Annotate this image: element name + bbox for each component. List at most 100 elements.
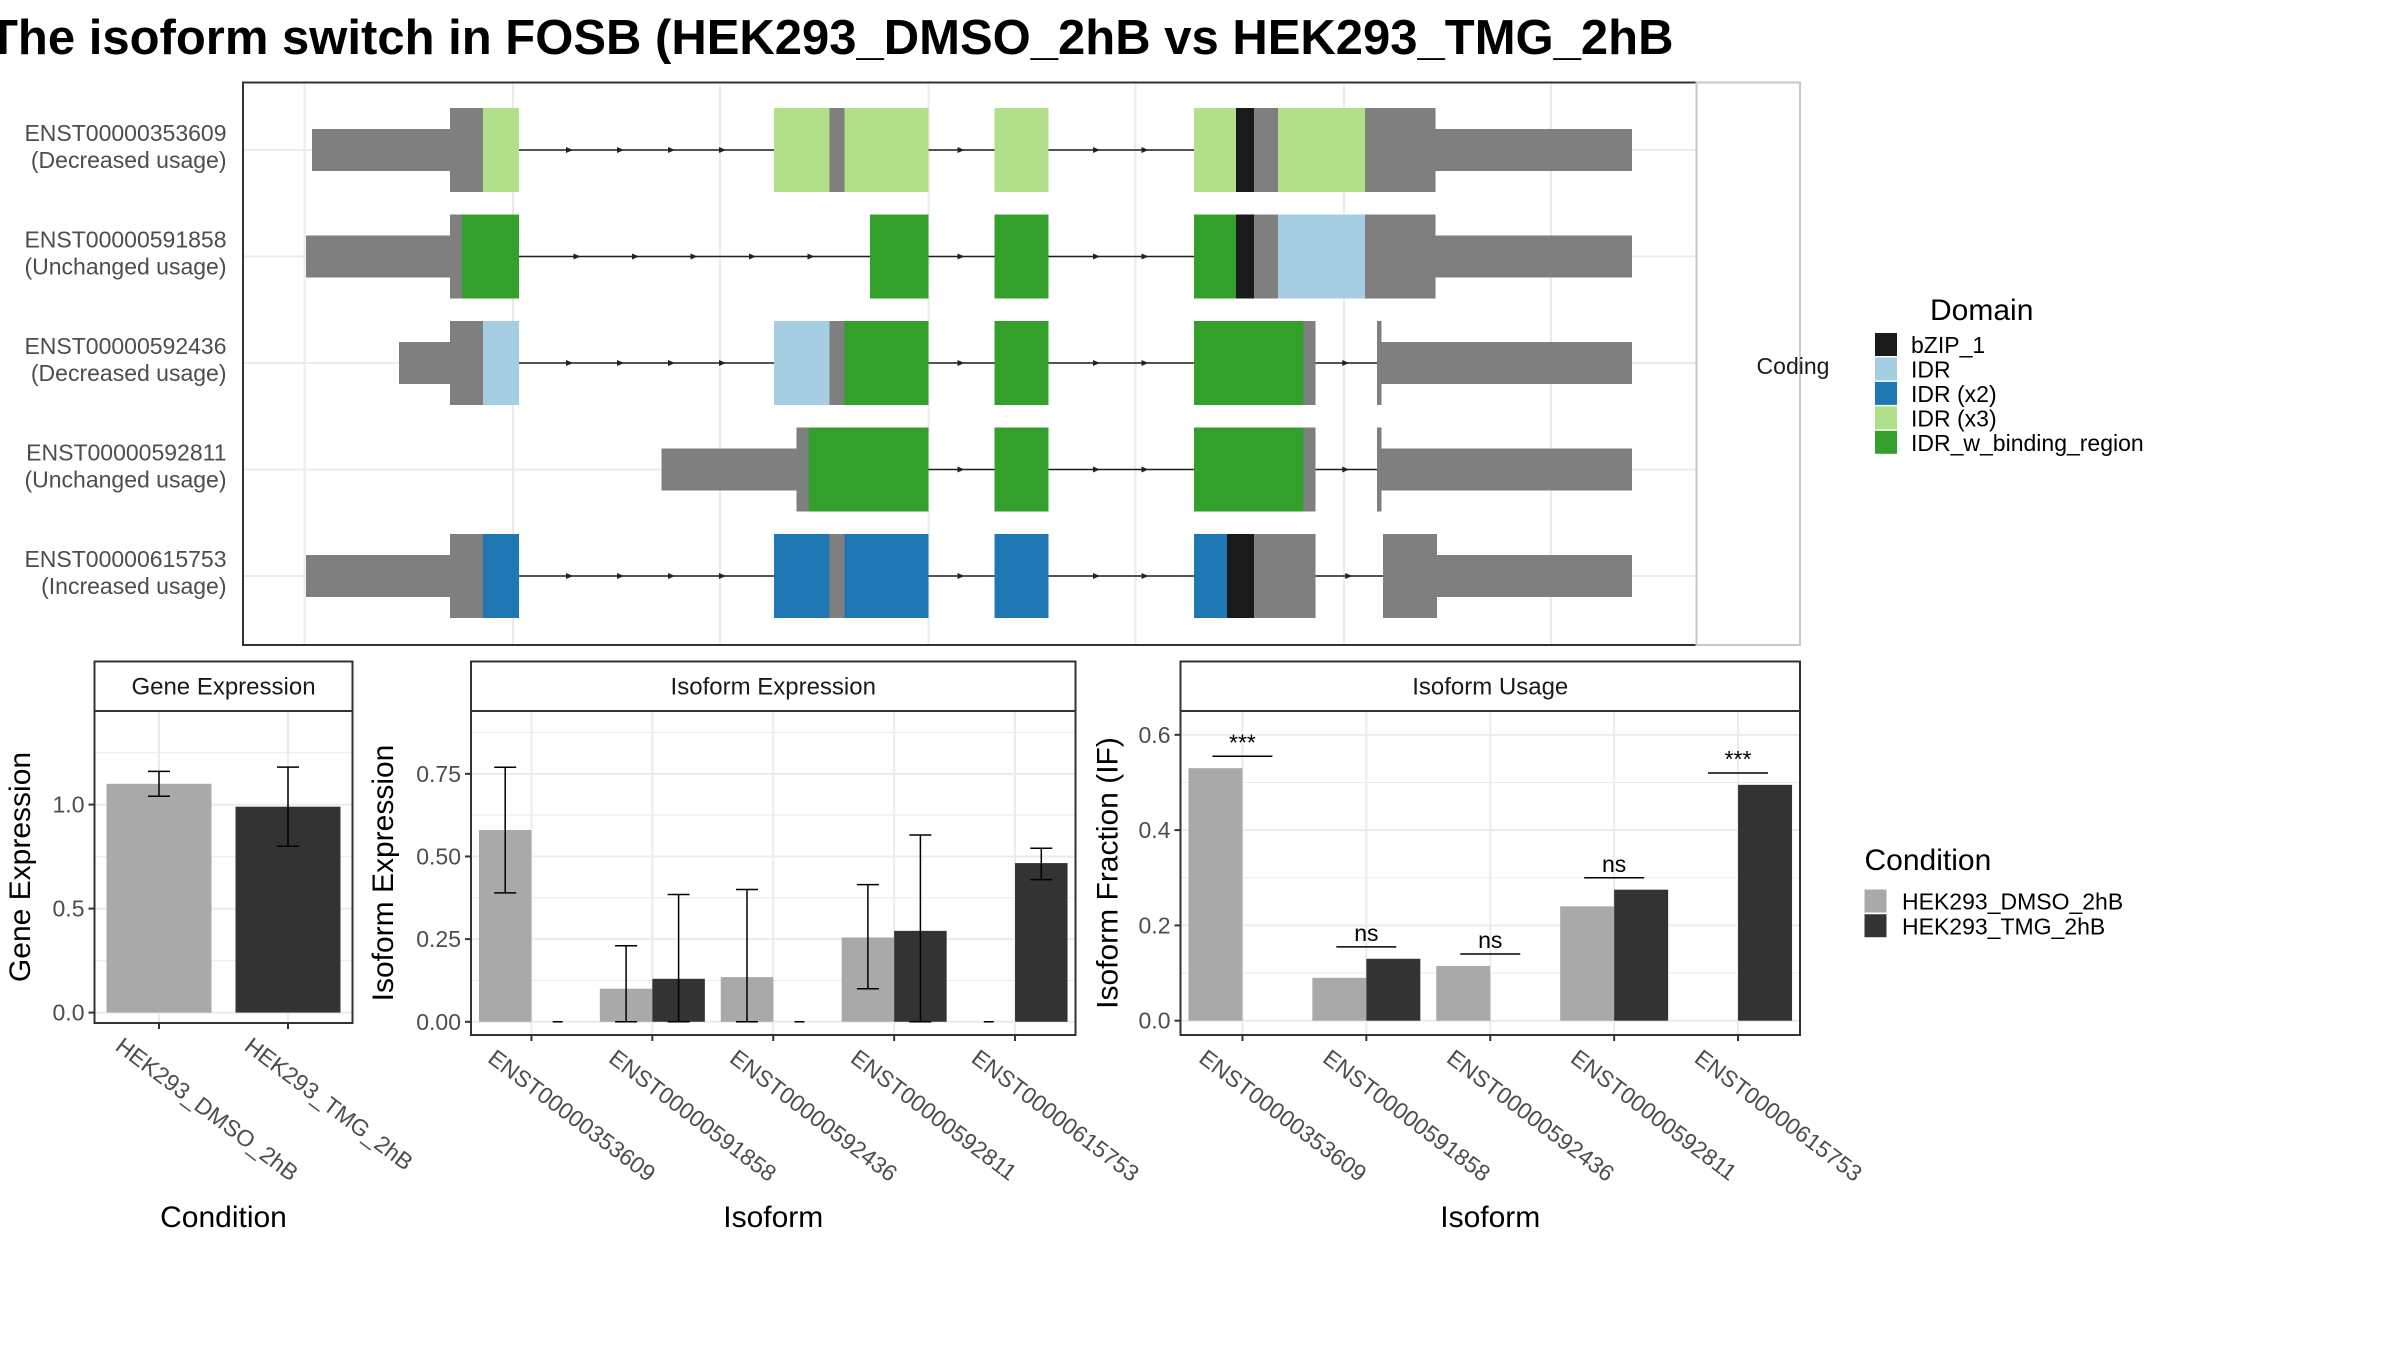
- utr-exon-segment: [1381, 342, 1632, 384]
- domain-legend-label: bZIP_1: [1911, 332, 1985, 358]
- domain-segment: [1278, 108, 1365, 192]
- transcript-id-label: ENST00000615753: [24, 546, 226, 572]
- coding-exon-segment: [829, 534, 845, 618]
- bar: [106, 783, 212, 1013]
- significance-label: ***: [1725, 746, 1752, 772]
- intron-direction-arrow: [1342, 466, 1350, 473]
- domain-segment: [1278, 214, 1365, 299]
- domain-segment: [774, 108, 830, 192]
- intron-direction-arrow: [1093, 253, 1100, 260]
- significance-label: ns: [1478, 927, 1502, 953]
- intron-direction-arrow: [617, 360, 624, 366]
- isoform-usage-panel: Isoform Usage***ns nsns***0.00.20.40.6ENS…: [1092, 660, 1867, 1234]
- coding-exon-segment: [796, 427, 809, 512]
- domain-segment: [1227, 534, 1254, 618]
- condition-legend-key: [1864, 914, 1887, 938]
- domain-segment: [844, 108, 929, 192]
- domain-legend-label: IDR_w_binding_region: [1911, 430, 2144, 456]
- condition-legend-label: HEK293_DMSO_2hB: [1902, 889, 2123, 915]
- x-axis-title: Condition: [160, 1201, 287, 1234]
- domain-legend-key: [1875, 406, 1897, 430]
- transcript-id-label: ENST00000353609: [24, 120, 226, 146]
- significance-label: ns: [1602, 851, 1626, 877]
- utr-exon-segment: [399, 342, 450, 384]
- transcript-usage-label: (Unchanged usage): [24, 467, 226, 493]
- utr-exon-segment: [1437, 555, 1632, 597]
- panel-strip-title: Isoform Expression: [671, 673, 876, 700]
- condition-legend-label: HEK293_TMG_2hB: [1902, 913, 2105, 939]
- coding-exon-segment: [450, 108, 483, 192]
- y-axis-title: Gene Expression: [4, 752, 37, 982]
- intron-direction-arrow: [1093, 573, 1100, 579]
- domain-segment: [1194, 427, 1304, 512]
- bar: [1366, 958, 1421, 1021]
- intron-direction-arrow: [719, 360, 726, 366]
- figure-title: The isoform switch in FOSB (HEK293_DMSO_…: [0, 11, 1673, 65]
- domain-legend-label: IDR (x2): [1911, 381, 1997, 407]
- condition-legend-title: Condition: [1865, 844, 1992, 877]
- domain-segment: [1194, 214, 1236, 299]
- y-tick-label: 0.0: [1139, 1008, 1171, 1034]
- intron-direction-arrow: [668, 573, 675, 579]
- bar: [1614, 889, 1669, 1021]
- transcript-usage-label: (Decreased usage): [31, 360, 227, 386]
- domain-legend-label: IDR: [1911, 356, 1951, 382]
- panel-strip-title: Isoform Usage: [1412, 673, 1568, 700]
- bar: [1436, 965, 1491, 1021]
- intron-direction-arrow: [807, 253, 815, 260]
- domain-segment: [808, 427, 929, 512]
- coding-exon-segment: [450, 214, 462, 299]
- bar: [1312, 977, 1367, 1021]
- domain-segment: [774, 534, 830, 618]
- intron-direction-arrow: [1141, 147, 1149, 153]
- coding-exon-segment: [829, 321, 845, 405]
- y-tick-label: 0.25: [416, 926, 461, 952]
- bar: [1738, 784, 1793, 1021]
- coding-exon-segment: [1254, 108, 1278, 192]
- y-axis-title: Isoform Expression: [367, 745, 400, 1002]
- coding-exon-segment: [1303, 427, 1316, 512]
- isoform-expression-panel: Isoform Expression0.000.250.500.75ENST00…: [367, 660, 1144, 1234]
- coding-exon-segment: [1383, 534, 1437, 618]
- domain-segment: [994, 321, 1049, 405]
- utr-exon-segment: [312, 129, 450, 171]
- transcript-usage-label: (Increased usage): [41, 573, 226, 599]
- coding-exon-segment: [1365, 108, 1436, 192]
- intron-direction-arrow: [1093, 466, 1100, 473]
- transcript-usage-label: (Decreased usage): [31, 147, 227, 173]
- intron-direction-arrow: [957, 573, 965, 579]
- significance-label: ***: [1229, 729, 1256, 755]
- bar: [1188, 768, 1243, 1021]
- transcript-usage-label: (Unchanged usage): [24, 254, 226, 280]
- intron-direction-arrow: [957, 147, 965, 153]
- panel-strip: [470, 660, 1077, 712]
- condition-legend-key: [1864, 889, 1887, 913]
- significance-label: ns: [1354, 920, 1378, 946]
- domain-segment: [774, 321, 830, 405]
- transcript-structure-panel: ENST00000353609(Decreased usage)ENST0000…: [24, 81, 1801, 646]
- intron-direction-arrow: [1093, 147, 1100, 153]
- y-tick-label: 0.00: [416, 1009, 461, 1035]
- coding-exon-segment: [829, 108, 845, 192]
- intron-direction-arrow: [1141, 466, 1149, 473]
- y-tick-label: 0.0: [53, 1000, 85, 1026]
- intron-direction-arrow: [1093, 360, 1100, 366]
- domain-segment: [870, 214, 929, 299]
- intron-direction-arrow: [1345, 573, 1353, 579]
- y-tick-label: 0.2: [1139, 912, 1171, 938]
- y-tick-label: 1.0: [53, 792, 85, 818]
- utr-exon-segment: [306, 555, 450, 597]
- domain-legend-key: [1875, 357, 1897, 381]
- domain-segment: [994, 108, 1049, 192]
- domain-legend-label: IDR (x3): [1911, 405, 1997, 431]
- domain-segment: [994, 427, 1049, 512]
- domain-segment: [483, 108, 519, 192]
- domain-segment: [844, 534, 929, 618]
- domain-segment: [1194, 108, 1236, 192]
- intron-direction-arrow: [957, 253, 965, 260]
- intron-direction-arrow: [1141, 253, 1149, 260]
- coding-exon-segment: [1254, 214, 1278, 299]
- panel-border: [93, 710, 354, 1024]
